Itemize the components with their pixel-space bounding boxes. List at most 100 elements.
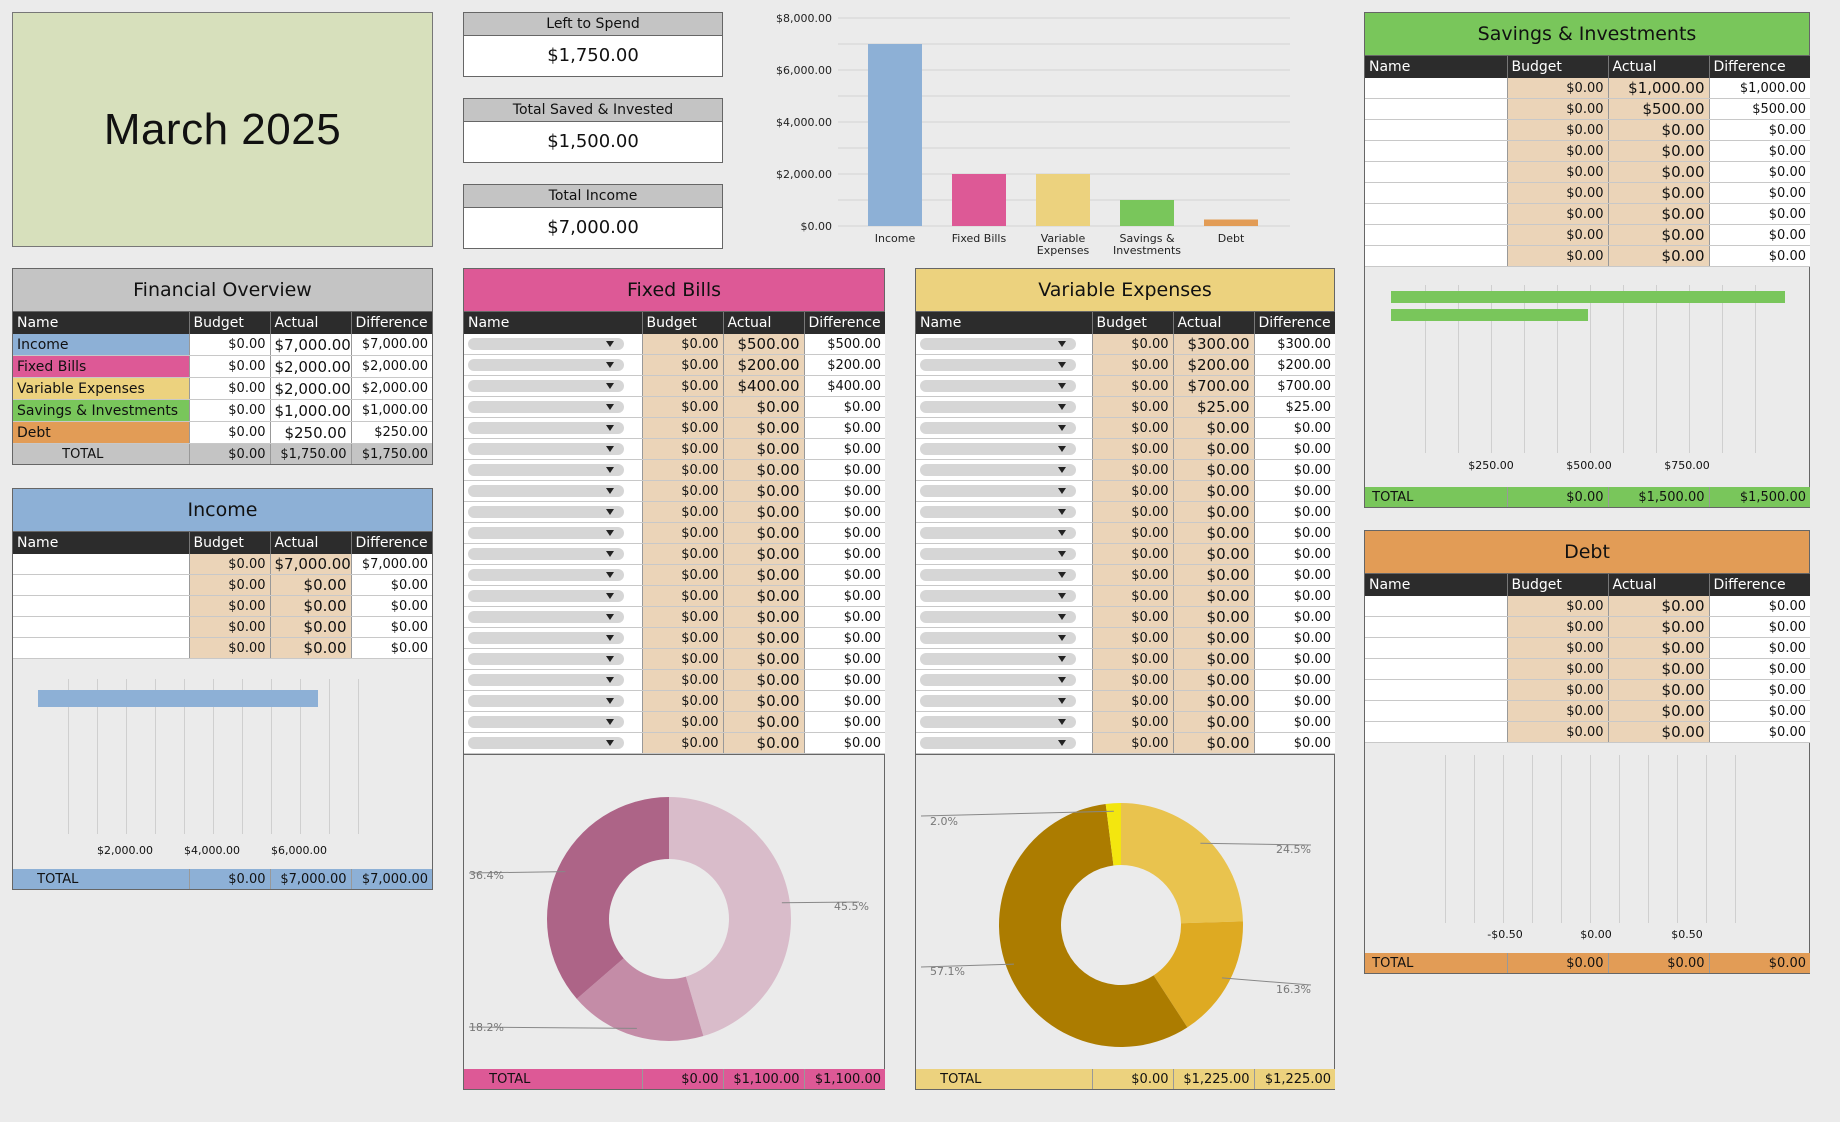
budget-cell[interactable]: $0.00 bbox=[1091, 606, 1173, 628]
name-cell[interactable] bbox=[464, 396, 642, 418]
actual-cell[interactable]: $0.00 bbox=[1172, 669, 1254, 691]
budget-cell[interactable]: $0.00 bbox=[641, 480, 723, 502]
name-cell[interactable] bbox=[916, 480, 1092, 502]
name-cell[interactable] bbox=[13, 637, 189, 659]
actual-cell[interactable]: $0.00 bbox=[1172, 606, 1254, 628]
name-cell[interactable] bbox=[1365, 245, 1507, 267]
category-dropdown[interactable] bbox=[468, 485, 624, 497]
budget-cell[interactable]: $0.00 bbox=[641, 648, 723, 670]
actual-cell[interactable]: $0.00 bbox=[1172, 564, 1254, 586]
name-cell[interactable] bbox=[916, 606, 1092, 628]
name-cell[interactable] bbox=[1365, 596, 1507, 617]
name-cell[interactable] bbox=[464, 480, 642, 502]
budget-cell[interactable]: $0.00 bbox=[1091, 354, 1173, 376]
actual-cell[interactable]: $0.00 bbox=[1172, 711, 1254, 733]
budget-cell[interactable]: $0.00 bbox=[641, 438, 723, 460]
name-cell[interactable] bbox=[1365, 203, 1507, 225]
name-cell[interactable] bbox=[916, 417, 1092, 439]
actual-cell[interactable]: $0.00 bbox=[722, 690, 804, 712]
budget-cell[interactable]: $0.00 bbox=[641, 459, 723, 481]
actual-cell[interactable]: $0.00 bbox=[1607, 224, 1709, 246]
name-cell[interactable] bbox=[464, 417, 642, 439]
budget-cell[interactable]: $0.00 bbox=[1091, 438, 1173, 460]
category-dropdown[interactable] bbox=[468, 716, 624, 728]
category-dropdown[interactable] bbox=[920, 569, 1076, 581]
name-cell[interactable] bbox=[464, 459, 642, 481]
name-cell[interactable] bbox=[464, 648, 642, 670]
name-cell[interactable] bbox=[464, 375, 642, 397]
category-dropdown[interactable] bbox=[920, 632, 1076, 644]
budget-cell[interactable]: $0.00 bbox=[641, 334, 723, 355]
actual-cell[interactable]: $0.00 bbox=[1607, 679, 1709, 701]
budget-cell[interactable]: $0.00 bbox=[1091, 585, 1173, 607]
category-dropdown[interactable] bbox=[920, 695, 1076, 707]
actual-cell[interactable]: $0.00 bbox=[1607, 140, 1709, 162]
category-dropdown[interactable] bbox=[920, 674, 1076, 686]
name-cell[interactable] bbox=[916, 334, 1092, 355]
actual-cell[interactable]: $0.00 bbox=[1607, 658, 1709, 680]
name-cell[interactable] bbox=[916, 564, 1092, 586]
name-cell[interactable] bbox=[1365, 700, 1507, 722]
category-dropdown[interactable] bbox=[468, 527, 624, 539]
actual-cell[interactable]: $0.00 bbox=[1172, 543, 1254, 565]
budget-cell[interactable]: $0.00 bbox=[1091, 543, 1173, 565]
budget-cell[interactable]: $0.00 bbox=[1506, 658, 1608, 680]
actual-cell[interactable]: $0.00 bbox=[1607, 616, 1709, 638]
budget-cell[interactable]: $0.00 bbox=[1506, 98, 1608, 120]
name-cell[interactable] bbox=[916, 585, 1092, 607]
category-dropdown[interactable] bbox=[920, 527, 1076, 539]
name-cell[interactable] bbox=[916, 354, 1092, 376]
actual-cell[interactable]: $0.00 bbox=[269, 616, 351, 638]
actual-cell[interactable]: $0.00 bbox=[1607, 721, 1709, 743]
budget-cell[interactable]: $0.00 bbox=[641, 669, 723, 691]
budget-cell[interactable]: $0.00 bbox=[1506, 161, 1608, 183]
actual-cell[interactable]: $0.00 bbox=[1607, 119, 1709, 141]
name-cell[interactable] bbox=[1365, 679, 1507, 701]
budget-cell[interactable]: $0.00 bbox=[188, 637, 270, 659]
category-dropdown[interactable] bbox=[468, 401, 624, 413]
actual-cell[interactable]: $0.00 bbox=[722, 396, 804, 418]
category-dropdown[interactable] bbox=[920, 338, 1076, 350]
actual-cell[interactable]: $0.00 bbox=[722, 501, 804, 523]
name-cell[interactable] bbox=[916, 669, 1092, 691]
budget-cell[interactable]: $0.00 bbox=[1506, 78, 1608, 99]
name-cell[interactable] bbox=[916, 501, 1092, 523]
category-dropdown[interactable] bbox=[468, 464, 624, 476]
budget-cell[interactable]: $0.00 bbox=[1091, 459, 1173, 481]
category-dropdown[interactable] bbox=[468, 674, 624, 686]
actual-cell[interactable]: $0.00 bbox=[1172, 501, 1254, 523]
name-cell[interactable] bbox=[1365, 182, 1507, 204]
budget-cell[interactable]: $0.00 bbox=[1506, 616, 1608, 638]
name-cell[interactable] bbox=[464, 606, 642, 628]
actual-cell[interactable]: $0.00 bbox=[1607, 182, 1709, 204]
actual-cell[interactable]: $0.00 bbox=[722, 711, 804, 733]
name-cell[interactable] bbox=[13, 574, 189, 596]
name-cell[interactable] bbox=[1365, 119, 1507, 141]
budget-cell[interactable]: $0.00 bbox=[1506, 119, 1608, 141]
name-cell[interactable] bbox=[1365, 140, 1507, 162]
budget-cell[interactable]: $0.00 bbox=[1506, 637, 1608, 659]
name-cell[interactable] bbox=[464, 522, 642, 544]
budget-cell[interactable]: $0.00 bbox=[641, 522, 723, 544]
budget-cell[interactable]: $0.00 bbox=[1506, 721, 1608, 743]
actual-cell[interactable]: $0.00 bbox=[722, 669, 804, 691]
category-dropdown[interactable] bbox=[468, 338, 624, 350]
actual-cell[interactable]: $1,000.00 bbox=[1607, 78, 1709, 99]
actual-cell[interactable]: $0.00 bbox=[1172, 585, 1254, 607]
actual-cell[interactable]: $7,000.00 bbox=[269, 554, 351, 575]
category-dropdown[interactable] bbox=[468, 695, 624, 707]
budget-cell[interactable]: $0.00 bbox=[641, 375, 723, 397]
actual-cell[interactable]: $0.00 bbox=[269, 574, 351, 596]
actual-cell[interactable]: $0.00 bbox=[722, 522, 804, 544]
budget-cell[interactable]: $0.00 bbox=[188, 574, 270, 596]
budget-cell[interactable]: $0.00 bbox=[641, 606, 723, 628]
budget-cell[interactable]: $0.00 bbox=[1091, 648, 1173, 670]
category-dropdown[interactable] bbox=[920, 653, 1076, 665]
name-cell[interactable] bbox=[13, 554, 189, 575]
name-cell[interactable] bbox=[464, 627, 642, 649]
actual-cell[interactable]: $0.00 bbox=[722, 543, 804, 565]
name-cell[interactable] bbox=[1365, 78, 1507, 99]
actual-cell[interactable]: $0.00 bbox=[1172, 480, 1254, 502]
budget-cell[interactable]: $0.00 bbox=[641, 417, 723, 439]
name-cell[interactable] bbox=[1365, 616, 1507, 638]
